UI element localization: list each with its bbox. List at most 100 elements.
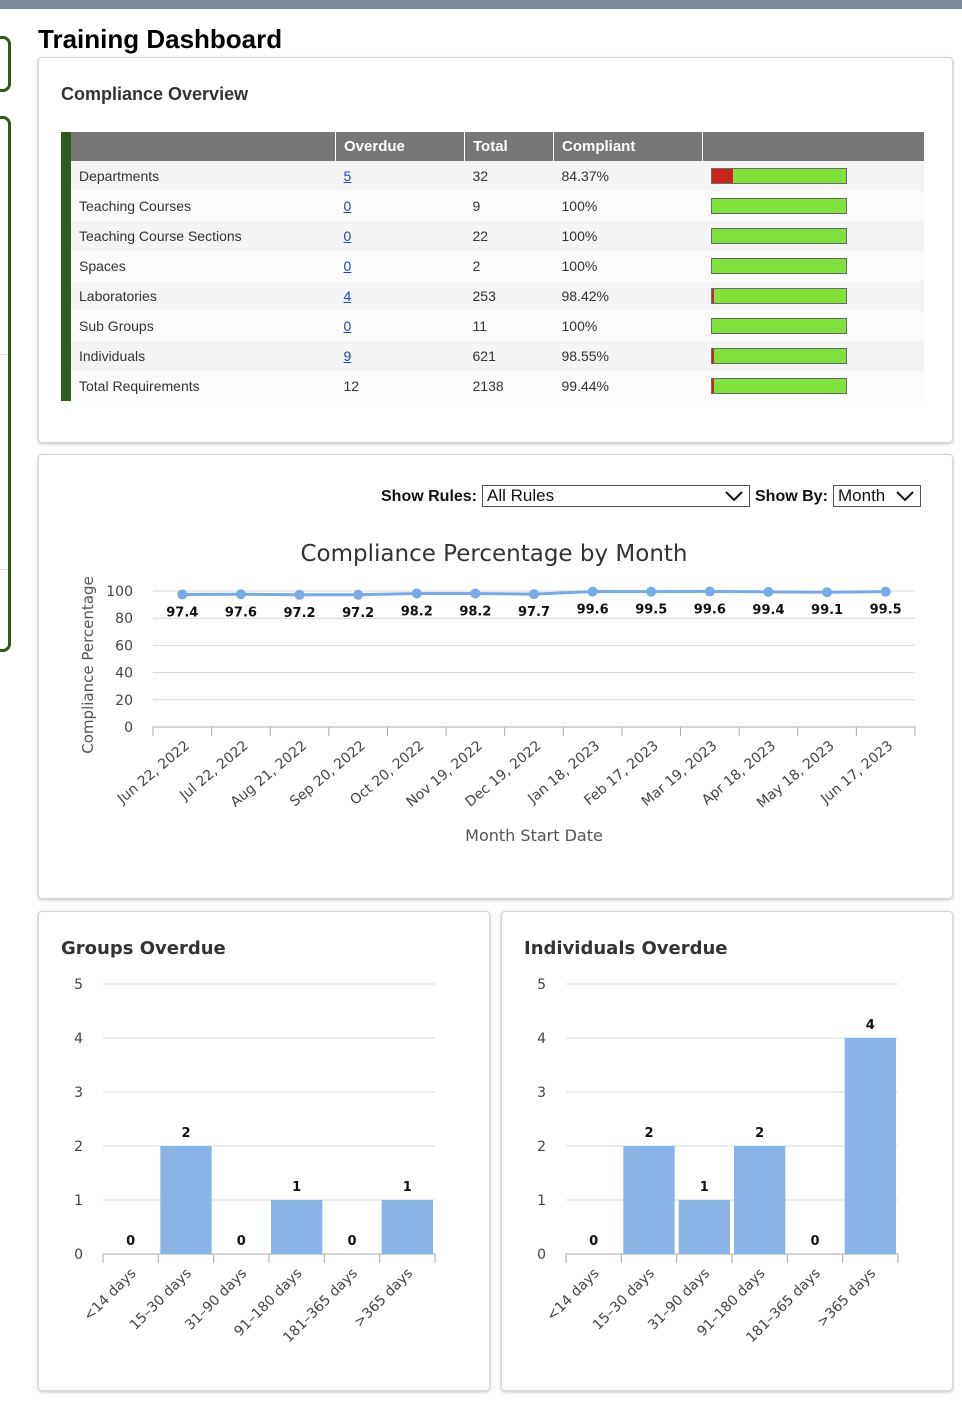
compliant-cell: 100% (553, 191, 703, 221)
show-rules-value: All Rules (487, 486, 555, 505)
side-panel-edge (0, 116, 11, 652)
overdue-link[interactable]: 4 (343, 288, 352, 304)
compliant-cell: 100% (553, 311, 703, 341)
compliance-table: Overdue Total Compliant Departments 5 32 84… (61, 132, 929, 401)
overdue-link[interactable]: 9 (343, 348, 352, 364)
row-name: Spaces (61, 251, 336, 281)
data-label: 0 (810, 1234, 819, 1249)
data-point[interactable] (470, 588, 481, 599)
bar[interactable] (844, 1038, 896, 1254)
x-tick-label: Mar 19, 2023 (639, 738, 721, 810)
data-point[interactable] (235, 589, 246, 600)
overdue-value: 12 (343, 378, 360, 394)
data-label: 99.5 (635, 603, 667, 618)
compliant-cell: 100% (553, 221, 703, 251)
bar-cell (702, 311, 924, 341)
data-label: 97.2 (283, 606, 315, 621)
x-tick-label: >365 days (814, 1266, 879, 1331)
data-point[interactable] (704, 586, 715, 597)
total-cell: 22 (464, 221, 554, 251)
compliant-cell: 99.44% (553, 371, 703, 401)
data-label: 0 (589, 1234, 598, 1249)
compliance-progress-bar (710, 258, 847, 274)
show-rules-label: Show Rules: (381, 488, 478, 505)
data-point[interactable] (880, 586, 891, 597)
side-panel-edge-top (0, 36, 11, 92)
show-by-select[interactable]: Month (833, 485, 921, 507)
column-header-total: Total (464, 132, 554, 161)
compliance-overview-heading: Compliance Overview (61, 84, 249, 104)
compliance-progress-bar (710, 378, 847, 394)
x-tick-label: Jun 22, 2022 (114, 738, 193, 808)
table-row: Teaching Course Sections 0 22 100% (61, 221, 924, 251)
row-name: Individuals (61, 341, 336, 371)
compliant-cell: 98.42% (553, 281, 703, 311)
overdue-cell: 0 (335, 251, 465, 281)
overdue-link[interactable]: 0 (343, 258, 352, 274)
row-name: Laboratories (61, 281, 336, 311)
data-point[interactable] (177, 589, 188, 600)
x-tick-label: Apr 18, 2023 (699, 738, 779, 809)
data-point[interactable] (646, 586, 657, 597)
data-label: 0 (347, 1234, 356, 1249)
x-tick-label: Dec 19, 2022 (462, 738, 544, 811)
data-label: 2 (644, 1126, 653, 1141)
show-rules-select[interactable]: All Rules (482, 485, 750, 507)
compliance-progress-bar (710, 318, 847, 334)
data-label: 97.7 (518, 605, 550, 620)
data-label: 99.5 (870, 603, 902, 618)
overdue-link[interactable]: 5 (343, 168, 352, 184)
table-row: Sub Groups 0 11 100% (61, 311, 924, 341)
y-tick-label: 0 (74, 1247, 83, 1263)
bar[interactable] (678, 1200, 730, 1254)
noncompliant-fill (711, 169, 733, 183)
compliance-progress-bar (710, 198, 847, 214)
overdue-cell: 9 (335, 341, 465, 371)
bar[interactable] (160, 1146, 212, 1254)
data-point[interactable] (529, 589, 539, 600)
show-by-value: Month (838, 486, 886, 505)
bar[interactable] (381, 1200, 433, 1254)
compliance-progress-bar (710, 288, 847, 304)
bar[interactable] (623, 1146, 675, 1254)
data-point[interactable] (587, 586, 598, 597)
row-name: Teaching Courses (61, 191, 336, 221)
data-label: 99.1 (811, 603, 843, 618)
bar[interactable] (734, 1146, 786, 1254)
data-label: 97.6 (225, 605, 257, 620)
overdue-link[interactable]: 0 (343, 198, 352, 214)
chart-title: Individuals Overdue (524, 938, 728, 959)
data-label: 2 (181, 1126, 190, 1141)
x-axis-label: Month Start Date (465, 826, 603, 845)
noncompliant-fill (711, 289, 714, 303)
x-tick-label: Jun 17, 2023 (817, 738, 896, 808)
x-tick-label: <14 days (544, 1266, 603, 1325)
x-tick-label: Aug 21, 2022 (228, 738, 310, 811)
data-point[interactable] (294, 589, 305, 600)
overdue-link[interactable]: 0 (343, 318, 352, 334)
data-label: 99.4 (752, 603, 784, 618)
data-label: 98.2 (401, 604, 433, 619)
y-tick-label: 3 (537, 1085, 546, 1101)
bar[interactable] (271, 1200, 323, 1254)
overdue-cell: 4 (335, 281, 465, 311)
data-label: 2 (755, 1126, 764, 1141)
overdue-cell: 0 (335, 221, 465, 251)
data-point[interactable] (411, 588, 422, 599)
y-tick-label: 60 (115, 638, 133, 654)
data-label: 1 (292, 1180, 301, 1195)
compliance-trend-panel: Show Rules: All Rules Show By: Month Com… (38, 454, 953, 899)
overdue-link[interactable]: 0 (343, 228, 352, 244)
chevron-down-icon (896, 487, 914, 507)
data-label: 98.2 (459, 604, 491, 619)
data-point[interactable] (353, 589, 364, 600)
bar-cell (702, 281, 924, 311)
total-cell: 621 (464, 341, 554, 371)
compliance-line-chart: Compliance Percentage by Month 0 20 40 60 80 1… (79, 541, 916, 845)
data-point[interactable] (763, 586, 774, 597)
data-label: 0 (126, 1234, 135, 1249)
data-point[interactable] (822, 587, 833, 598)
y-tick-label: 2 (74, 1139, 83, 1155)
